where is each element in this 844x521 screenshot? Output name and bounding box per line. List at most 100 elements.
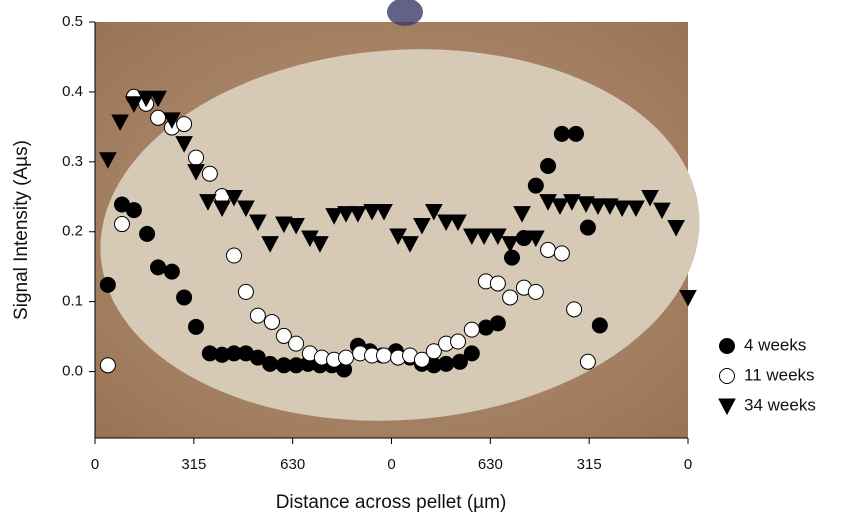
marker [579, 353, 596, 370]
marker [451, 353, 468, 370]
marker [225, 247, 242, 264]
marker [113, 216, 130, 233]
marker [139, 225, 156, 242]
y-tick-label: 0.1 [62, 293, 83, 310]
marker [199, 194, 217, 211]
x-tick-label: 0 [91, 456, 99, 473]
marker [579, 219, 596, 236]
marker [553, 245, 570, 262]
marker [249, 307, 266, 324]
marker [513, 206, 531, 223]
marker [137, 90, 155, 108]
x-tick-label: 630 [478, 456, 503, 473]
marker [413, 217, 431, 235]
x-tick-label: 315 [577, 456, 602, 473]
marker [187, 164, 205, 181]
x-tick-label: 0 [387, 456, 395, 473]
marker [553, 125, 570, 142]
marker [99, 357, 116, 374]
marker [591, 317, 608, 334]
marker [125, 96, 143, 113]
marker [589, 198, 607, 215]
y-tick-label: 0.0 [62, 363, 83, 380]
marker [311, 236, 329, 253]
marker [125, 202, 142, 219]
legend-marker [718, 398, 736, 416]
marker [363, 203, 381, 221]
marker [425, 343, 442, 360]
y-tick-label: 0.5 [62, 13, 83, 30]
marker [438, 355, 455, 372]
marker [163, 112, 181, 129]
marker [540, 241, 557, 258]
marker [225, 189, 243, 207]
marker [563, 194, 581, 211]
marker [401, 236, 419, 253]
marker [261, 236, 279, 253]
marker [679, 289, 697, 307]
x-tick-label: 0 [684, 456, 692, 473]
marker [502, 289, 519, 306]
y-tick-label: 0.2 [62, 223, 83, 240]
legend-label: 4 weeks [744, 335, 806, 354]
marker [237, 200, 255, 218]
marker [501, 236, 519, 253]
legend-marker [719, 338, 735, 354]
marker [601, 198, 619, 215]
marker [288, 335, 305, 352]
marker [527, 177, 544, 194]
marker [150, 109, 167, 126]
y-tick-label: 0.3 [62, 153, 83, 170]
marker [237, 283, 254, 300]
legend-label: 11 weeks [744, 365, 815, 384]
marker [263, 313, 280, 330]
marker [413, 351, 430, 368]
marker [653, 202, 671, 220]
marker [489, 315, 506, 332]
marker [349, 206, 367, 223]
marker [425, 203, 443, 221]
marker [337, 206, 355, 223]
marker [375, 347, 392, 364]
y-axis-title: Signal Intensity (Aµs) [11, 140, 32, 320]
marker [149, 90, 167, 108]
y-tick-label: 0.4 [62, 83, 83, 100]
marker [449, 214, 467, 232]
marker [188, 149, 205, 166]
marker [526, 230, 545, 248]
marker [462, 228, 481, 246]
marker [375, 203, 393, 221]
marker [577, 196, 595, 213]
marker [163, 263, 180, 280]
marker [475, 228, 493, 246]
marker [111, 114, 129, 132]
marker [527, 283, 544, 300]
marker [667, 220, 685, 237]
x-tick-label: 630 [280, 456, 305, 473]
marker [99, 276, 116, 293]
marker [503, 249, 520, 266]
marker [641, 189, 659, 207]
marker [176, 289, 193, 306]
marker [188, 318, 205, 335]
marker [262, 355, 279, 372]
marker [287, 217, 305, 235]
x-axis-title: Distance across pellet (µm) [276, 492, 507, 513]
marker [150, 259, 167, 276]
marker [99, 152, 117, 169]
x-tick-label: 315 [181, 456, 206, 473]
marker [613, 200, 631, 218]
marker [325, 208, 343, 225]
marker [201, 165, 218, 182]
marker [176, 116, 193, 133]
legend-label: 34 weeks [744, 395, 816, 414]
marker [489, 275, 506, 292]
marker [463, 321, 480, 338]
marker [463, 345, 480, 362]
marker [275, 327, 292, 344]
marker [249, 214, 267, 232]
marker [450, 333, 467, 350]
marker [338, 349, 355, 366]
marker [213, 200, 231, 218]
legend-marker [719, 368, 735, 384]
